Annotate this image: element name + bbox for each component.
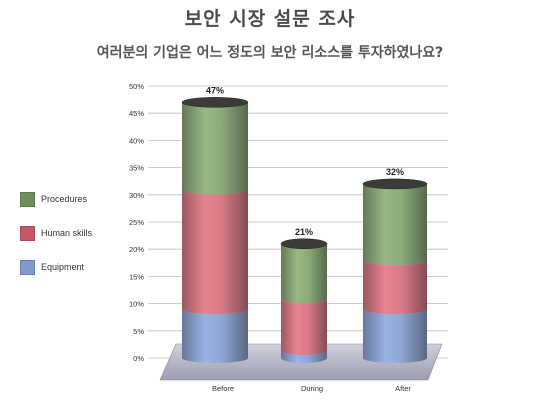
bar-top-cap [280, 238, 328, 250]
y-tick-label: 40% [129, 136, 144, 145]
legend-item-procedures: Procedures [20, 182, 92, 216]
total-label-after: 32% [386, 167, 404, 177]
y-tick-label: 5% [133, 327, 144, 336]
bar-during-human-skills [281, 298, 327, 355]
page-subtitle: 여러분의 기업은 어느 정도의 보안 리소스를 투자하였나요? [96, 45, 444, 61]
bar-after-human-skills [363, 260, 427, 315]
bar-before-equipment [182, 309, 248, 363]
y-tick-label: 10% [129, 300, 144, 309]
y-tick-label: 30% [129, 191, 144, 200]
y-tick-label: 0% [133, 354, 144, 363]
bar-before-human-skills [182, 189, 248, 315]
x-tick-label: Before [212, 384, 234, 393]
y-tick-label: 20% [129, 245, 144, 254]
legend-label-equipment: Equipment [41, 262, 85, 272]
legend-label-procedures: Procedures [41, 194, 88, 204]
bar-top-cap [362, 178, 428, 190]
x-tick-label: After [395, 384, 411, 393]
x-tick-label: During [301, 384, 323, 393]
legend-swatch-procedures [20, 191, 35, 207]
legend-item-human-skills: Human skills [20, 216, 92, 250]
chart-legend: Procedures Human skills Equipment [20, 182, 92, 284]
y-tick-label: 50% [129, 82, 144, 91]
bar-after-procedures [363, 183, 427, 266]
bar-during-equipment [281, 349, 327, 363]
page-title: 보안 시장 설문 조사 [184, 8, 356, 30]
y-tick-label: 45% [129, 109, 144, 118]
legend-swatch-human-skills [20, 225, 35, 241]
bar-before-procedures [182, 102, 248, 195]
y-tick-label: 15% [129, 272, 144, 281]
total-label-before: 47% [206, 85, 224, 95]
total-label-during: 21% [295, 227, 313, 237]
y-tick-label: 35% [129, 164, 144, 173]
bar-during-procedures [281, 243, 327, 304]
legend-label-human-skills: Human skills [41, 228, 93, 238]
bar-top-cap [181, 97, 249, 108]
legend-item-equipment: Equipment [20, 250, 92, 284]
y-tick-label: 25% [129, 218, 144, 227]
bar-after-equipment [363, 309, 427, 363]
legend-swatch-equipment [20, 259, 35, 275]
